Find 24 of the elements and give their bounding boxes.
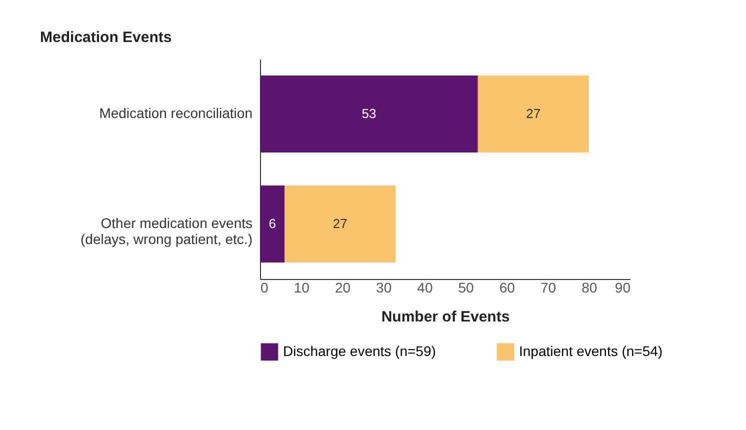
bar: [284, 186, 396, 262]
x-tick-label: 40: [417, 280, 433, 296]
data-label: 27: [332, 216, 348, 231]
data-label: 27: [526, 106, 541, 121]
x-tick-label: 20: [334, 280, 351, 296]
x-axis-title: Number of Events: [381, 308, 510, 326]
x-tick-label: 10: [294, 280, 310, 296]
x-tick-label: 70: [540, 280, 556, 296]
bar: [260, 76, 478, 152]
data-label: 6: [268, 216, 276, 231]
text: Medication Events: [40, 29, 172, 46]
x-tick-label: 30: [376, 280, 392, 296]
x-tick-label: 0: [260, 280, 268, 296]
x-tick-label: 60: [499, 280, 516, 296]
x-tick-label: 50: [458, 280, 474, 296]
y-tick-label: Medication reconciliation: [99, 105, 252, 121]
bar: [478, 76, 589, 152]
bar: [260, 186, 285, 262]
legend-label: Inpatient events (n=54): [519, 342, 663, 359]
legend-label: Discharge events (n=59): [283, 342, 436, 359]
x-tick-label: 90: [614, 280, 631, 296]
y-tick-label: Other medication events (delays, wrong patient, etc.): [80, 215, 252, 247]
data-label: 53: [362, 106, 376, 121]
x-tick-label: 80: [582, 280, 598, 296]
